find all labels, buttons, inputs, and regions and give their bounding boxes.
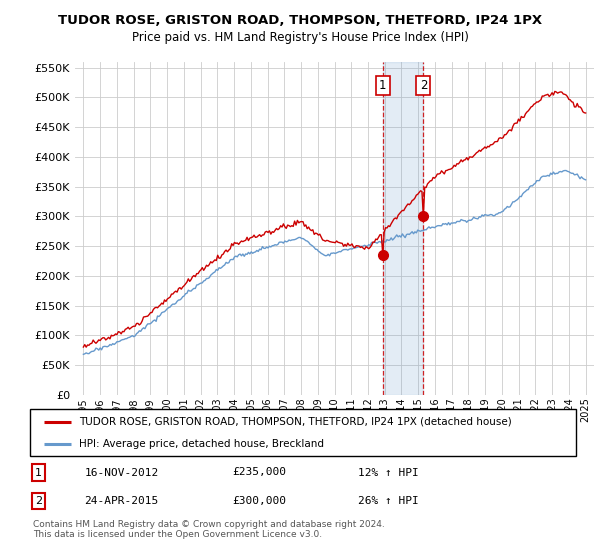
Text: TUDOR ROSE, GRISTON ROAD, THOMPSON, THETFORD, IP24 1PX (detached house): TUDOR ROSE, GRISTON ROAD, THOMPSON, THET… bbox=[79, 417, 512, 427]
Bar bbox=[383, 62, 424, 395]
Text: Contains HM Land Registry data © Crown copyright and database right 2024.
This d: Contains HM Land Registry data © Crown c… bbox=[33, 520, 385, 539]
Text: TUDOR ROSE, GRISTON ROAD, THOMPSON, THETFORD, IP24 1PX: TUDOR ROSE, GRISTON ROAD, THOMPSON, THET… bbox=[58, 14, 542, 27]
Text: 12% ↑ HPI: 12% ↑ HPI bbox=[358, 468, 418, 478]
FancyBboxPatch shape bbox=[30, 409, 576, 456]
Text: 26% ↑ HPI: 26% ↑ HPI bbox=[358, 496, 418, 506]
Text: 1: 1 bbox=[379, 79, 386, 92]
Text: 2: 2 bbox=[35, 496, 42, 506]
Text: £300,000: £300,000 bbox=[232, 496, 286, 506]
Text: 1: 1 bbox=[35, 468, 41, 478]
Text: HPI: Average price, detached house, Breckland: HPI: Average price, detached house, Brec… bbox=[79, 438, 324, 449]
Text: 2: 2 bbox=[419, 79, 427, 92]
Text: Price paid vs. HM Land Registry's House Price Index (HPI): Price paid vs. HM Land Registry's House … bbox=[131, 31, 469, 44]
Text: £235,000: £235,000 bbox=[232, 468, 286, 478]
Text: 24-APR-2015: 24-APR-2015 bbox=[85, 496, 159, 506]
Text: 16-NOV-2012: 16-NOV-2012 bbox=[85, 468, 159, 478]
